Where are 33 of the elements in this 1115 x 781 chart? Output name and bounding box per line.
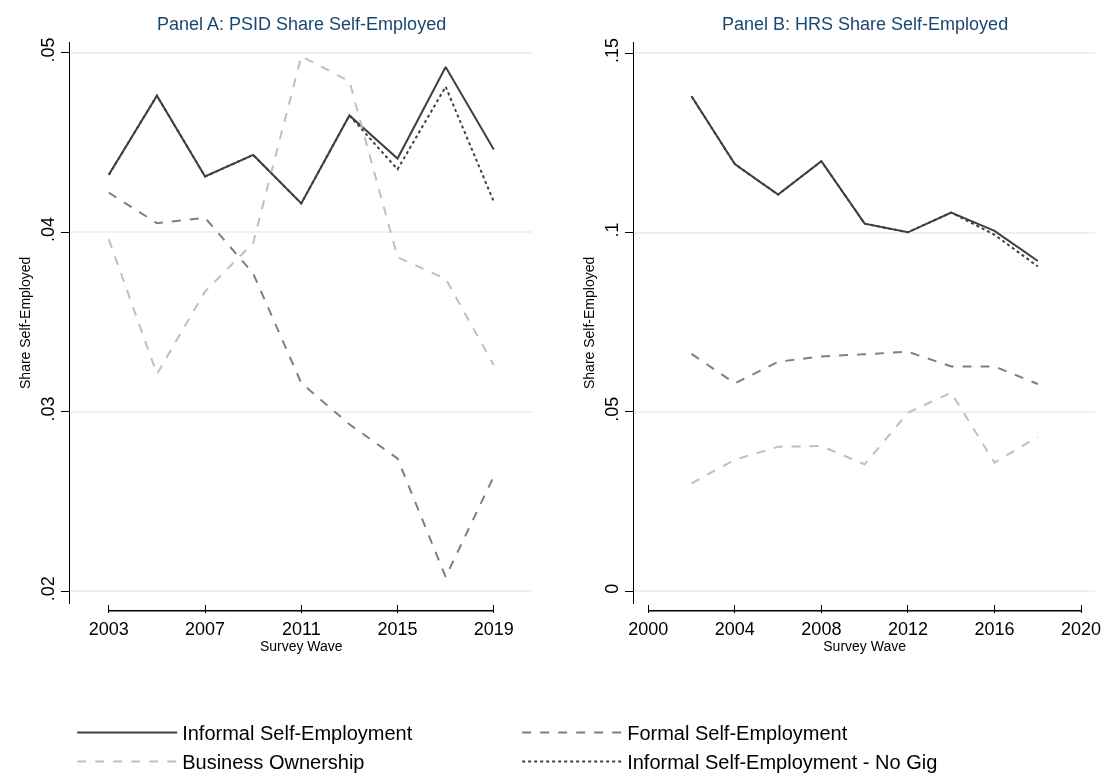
x-tick-label: 2008 [801,618,842,639]
x-axis-title: Survey Wave [259,638,343,655]
x-tick-label: 2004 [714,618,755,639]
x-axis-title: Survey Wave [823,638,907,655]
y-tick-label: .15 [601,38,622,64]
x-tick-label: 2000 [628,618,669,639]
line-series [690,350,1039,386]
y-tick-label: .04 [38,216,59,242]
x-tick-label: 2007 [185,618,226,639]
y-tick-label: .02 [38,576,59,602]
legend-label: Business Ownership [182,751,365,774]
x-tick-label: 2019 [473,618,514,639]
x-tick-label: 2016 [974,618,1015,639]
y-tick-label: .05 [601,396,622,422]
y-tick-label: 0 [601,583,622,594]
x-tick-label: 2003 [88,618,129,639]
line-series [107,191,495,578]
chart-title: Panel A: PSID Share Self-Employed [157,14,447,34]
y-tick-label: .1 [601,222,622,238]
legend-label: Informal Self-Employment - No Gig [627,751,938,774]
y-axis-title: Share Self-Employed [16,256,33,390]
y-tick-label: .05 [38,37,59,63]
x-tick-label: 2020 [1061,618,1102,639]
y-tick-label: .03 [38,396,59,422]
legend-label: Formal Self-Employment [627,722,848,745]
line-series [107,55,495,376]
y-axis-title: Share Self-Employed [580,256,597,390]
x-tick-label: 2011 [281,618,321,639]
line-series [690,391,1039,485]
x-tick-label: 2012 [887,618,928,639]
x-tick-label: 2015 [377,618,418,639]
chart-title: Panel B: HRS Share Self-Employed [722,14,1009,34]
legend-label: Informal Self-Employment [182,722,413,745]
